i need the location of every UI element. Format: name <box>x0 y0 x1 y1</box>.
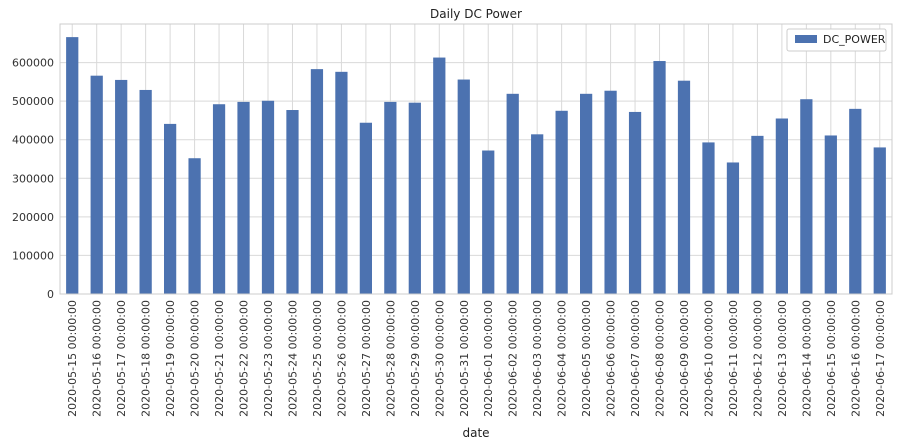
x-tick-label: 2020-06-15 00:00:00 <box>825 300 838 417</box>
x-tick-label: 2020-06-03 00:00:00 <box>531 300 544 417</box>
x-tick-label: 2020-06-16 00:00:00 <box>849 300 862 417</box>
x-tick-label: 2020-05-31 00:00:00 <box>458 300 471 417</box>
bar <box>115 79 128 294</box>
bar <box>384 101 397 295</box>
x-tick-label: 2020-06-11 00:00:00 <box>727 300 740 417</box>
x-tick-label: 2020-05-27 00:00:00 <box>360 300 373 417</box>
bars <box>66 37 886 295</box>
bar <box>139 89 152 294</box>
legend-label: DC_POWER <box>823 33 886 46</box>
x-tick-label: 2020-06-12 00:00:00 <box>751 300 764 417</box>
plot-background <box>60 24 892 294</box>
x-tick-label: 2020-05-23 00:00:00 <box>262 300 275 417</box>
bar <box>873 147 886 294</box>
x-axis-label: date <box>462 426 489 440</box>
bar <box>212 104 226 294</box>
x-tick-label: 2020-06-01 00:00:00 <box>482 300 495 417</box>
bar <box>433 57 446 294</box>
x-tick-label: 2020-05-26 00:00:00 <box>335 300 348 417</box>
x-tick-labels: 2020-05-15 00:00:00 2020-05-16 00:00:00 20… <box>66 300 887 417</box>
y-tick-label: 300000 <box>12 172 54 185</box>
x-tick-label: 2020-05-17 00:00:00 <box>115 300 128 417</box>
x-tick-label: 2020-05-24 00:00:00 <box>286 300 299 417</box>
x-tick-label: 2020-06-02 00:00:00 <box>507 300 520 417</box>
legend: DC_POWER <box>786 28 887 52</box>
bar <box>164 123 177 295</box>
bar <box>580 93 593 294</box>
bar <box>408 102 421 294</box>
bar <box>506 93 519 294</box>
bar <box>531 134 544 294</box>
bar <box>800 99 813 294</box>
y-tick-label: 0 <box>47 288 54 301</box>
y-tick-labels: 0 100000 200000 300000 400000 500000 600000 <box>12 57 54 301</box>
y-tick-label: 500000 <box>12 95 54 108</box>
x-tick-label: 2020-06-13 00:00:00 <box>776 300 789 417</box>
bar <box>751 135 764 294</box>
x-tick-label: 2020-06-04 00:00:00 <box>556 300 569 417</box>
bar <box>726 162 740 294</box>
bar <box>359 122 372 294</box>
bar <box>90 75 103 294</box>
x-tick-label: 2020-06-10 00:00:00 <box>702 300 715 417</box>
y-tick-label: 100000 <box>12 249 54 262</box>
bar <box>482 150 495 294</box>
bar <box>677 80 691 294</box>
y-tick-label: 200000 <box>12 211 54 224</box>
x-tick-label: 2020-05-19 00:00:00 <box>164 300 177 417</box>
bar <box>628 111 642 294</box>
bar <box>653 61 666 295</box>
x-tick-label: 2020-05-28 00:00:00 <box>384 300 397 417</box>
x-tick-label: 2020-06-05 00:00:00 <box>580 300 593 417</box>
x-tick-label: 2020-05-20 00:00:00 <box>189 300 202 417</box>
bar <box>188 158 201 294</box>
chart-title: Daily DC Power <box>430 7 522 21</box>
bar <box>604 90 617 294</box>
y-tick-label: 600000 <box>12 57 54 70</box>
x-tick-label: 2020-06-17 00:00:00 <box>874 300 887 417</box>
x-tick-label: 2020-05-30 00:00:00 <box>433 300 446 417</box>
x-tick-label: 2020-05-29 00:00:00 <box>409 300 422 417</box>
legend-box <box>786 28 887 52</box>
x-tick-label: 2020-05-21 00:00:00 <box>213 300 226 417</box>
legend-swatch <box>795 35 817 43</box>
bar <box>849 108 862 294</box>
bar <box>261 100 275 294</box>
x-tick-label: 2020-05-25 00:00:00 <box>311 300 324 417</box>
x-tick-label: 2020-06-07 00:00:00 <box>629 300 642 417</box>
x-tick-label: 2020-06-08 00:00:00 <box>654 300 667 417</box>
bar <box>310 69 324 294</box>
x-tick-label: 2020-05-15 00:00:00 <box>66 300 79 417</box>
bar <box>335 71 348 294</box>
bar <box>702 142 715 294</box>
x-tick-label: 2020-06-06 00:00:00 <box>605 300 618 417</box>
bar <box>824 135 837 294</box>
bar <box>237 101 250 295</box>
x-tick-label: 2020-05-16 00:00:00 <box>91 300 104 417</box>
bar <box>775 118 788 294</box>
x-tick-label: 2020-05-22 00:00:00 <box>238 300 251 417</box>
y-tick-label: 400000 <box>12 134 54 147</box>
bar <box>286 110 299 294</box>
x-tick-label: 2020-05-18 00:00:00 <box>140 300 153 417</box>
bar <box>457 79 470 295</box>
x-tick-label: 2020-06-14 00:00:00 <box>800 300 813 417</box>
bar <box>66 37 79 294</box>
plot-frame <box>59 23 893 295</box>
bar <box>555 110 568 295</box>
x-tick-label: 2020-06-09 00:00:00 <box>678 300 691 417</box>
